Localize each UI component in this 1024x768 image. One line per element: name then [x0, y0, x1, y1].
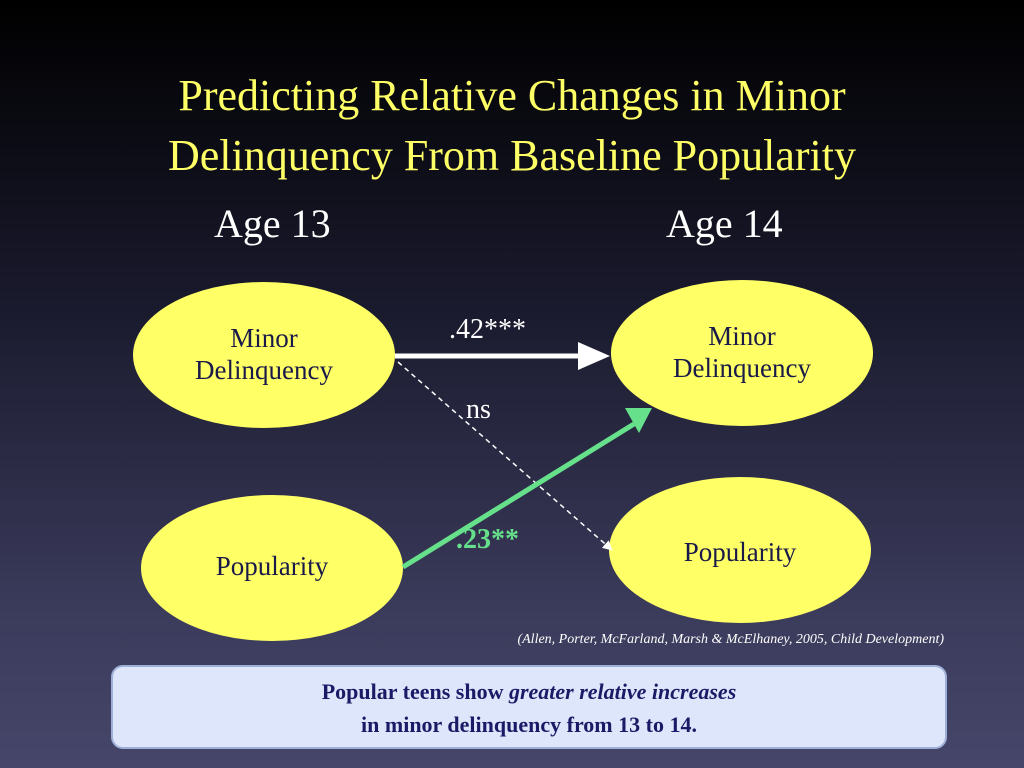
title-line-2: Delinquency From Baseline Popularity [168, 131, 856, 180]
title-line-1: Predicting Relative Changes in Minor [178, 71, 846, 120]
md13-label: Minor Delinquency [164, 322, 364, 386]
pop13-label: Popularity [215, 551, 329, 581]
summary-emphasis: greater relative increases [508, 679, 737, 704]
summary-line-1: Popular teens show greater relative incr… [113, 675, 945, 708]
coef-md-to-pop: ns [466, 394, 491, 425]
arrow-md-stability-head [578, 342, 610, 370]
node-popularity-13 [141, 495, 403, 641]
md14-label-line-1: Minor [708, 321, 776, 351]
arrow-md-to-pop-dashed [397, 361, 613, 551]
age-13-heading: Age 13 [214, 201, 331, 246]
node-minor-delinquency-14 [611, 280, 873, 426]
md14-label: Minor Delinquency [642, 320, 842, 384]
md13-label-line-1: Minor [230, 323, 298, 353]
md13-label-line-2: Delinquency [195, 355, 333, 385]
pop14-label: Popularity [683, 537, 797, 567]
citation: (Allen, Porter, McFarland, Marsh & McElh… [517, 632, 944, 647]
node-popularity-14 [609, 477, 871, 623]
slide-title: Predicting Relative Changes in Minor Del… [0, 66, 1024, 186]
coef-pop-to-md: .23** [456, 524, 519, 555]
coef-md-stability: .42*** [449, 314, 526, 345]
summary-box: Popular teens show greater relative incr… [111, 665, 947, 749]
md14-label-line-2: Delinquency [673, 353, 811, 383]
age-14-heading: Age 14 [666, 201, 783, 246]
arrow-pop-to-md-head [625, 408, 652, 433]
summary-line-2: in minor delinquency from 13 to 14. [361, 712, 697, 737]
node-minor-delinquency-13 [133, 282, 395, 428]
summary-pre: Popular teens show [321, 679, 509, 704]
arrow-pop-to-md-shaft [401, 421, 636, 570]
